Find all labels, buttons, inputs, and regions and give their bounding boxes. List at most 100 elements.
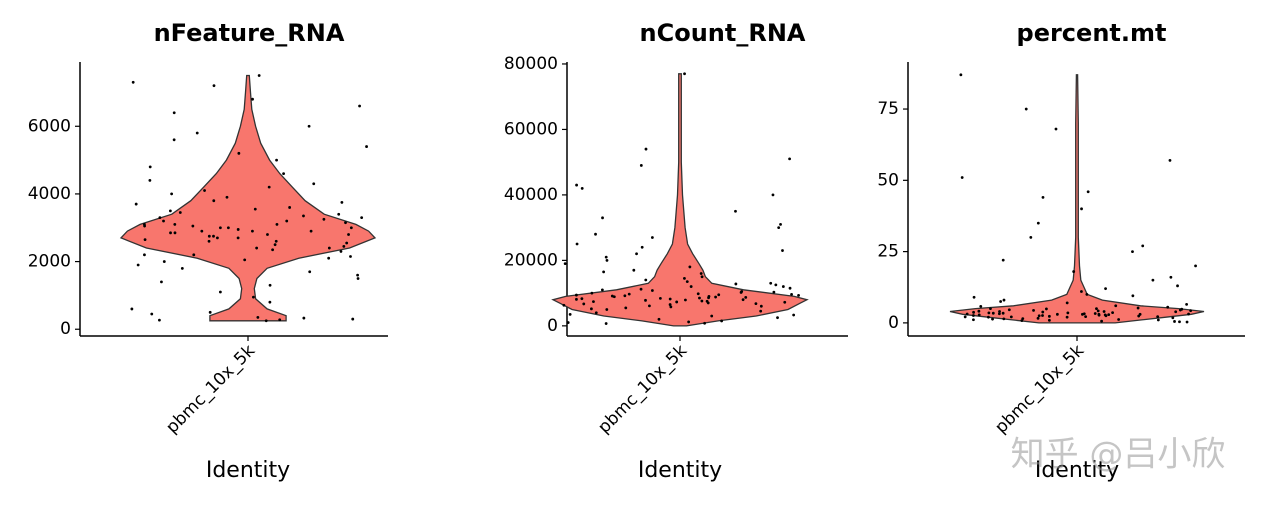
data-point	[972, 314, 975, 317]
data-point	[308, 270, 312, 274]
data-point	[136, 263, 140, 267]
data-point	[356, 273, 359, 277]
data-point	[358, 104, 361, 108]
data-point	[600, 288, 604, 292]
data-point	[143, 253, 146, 257]
data-point	[683, 276, 686, 280]
data-point	[1131, 294, 1135, 298]
data-point	[208, 310, 212, 314]
data-point	[150, 312, 154, 316]
chart-title: nCount_RNA	[640, 19, 806, 47]
data-point	[788, 157, 791, 161]
data-point	[1114, 304, 1118, 308]
data-point	[1176, 284, 1179, 288]
data-point	[644, 298, 647, 302]
data-point	[178, 211, 182, 214]
data-point	[172, 111, 176, 115]
data-point	[1136, 306, 1140, 310]
data-point	[267, 185, 271, 189]
data-point	[623, 294, 627, 298]
data-point	[1166, 305, 1170, 309]
y-tick-label: 80000	[504, 54, 558, 74]
data-point	[632, 268, 636, 272]
data-point	[1178, 320, 1181, 324]
data-point	[744, 295, 748, 299]
data-point	[172, 138, 176, 142]
data-point	[307, 124, 311, 128]
data-point	[959, 73, 963, 77]
data-point	[274, 239, 278, 243]
data-point	[203, 189, 206, 192]
data-point	[580, 297, 584, 301]
data-point	[278, 318, 282, 322]
data-point	[999, 300, 1003, 303]
data-point	[256, 315, 260, 319]
data-point	[687, 320, 691, 324]
data-point	[288, 206, 292, 209]
data-point	[268, 283, 272, 287]
data-point	[160, 280, 163, 284]
data-point	[604, 322, 608, 325]
data-point	[707, 296, 710, 300]
data-point	[1020, 319, 1024, 323]
y-tick-label: 75	[877, 99, 899, 119]
data-point	[309, 229, 313, 233]
data-point	[360, 216, 364, 220]
data-point	[1168, 158, 1172, 162]
data-point	[1185, 302, 1188, 306]
data-point	[605, 308, 609, 311]
data-point	[365, 145, 368, 148]
data-point	[1187, 312, 1190, 316]
y-tick-label: 4000	[28, 184, 71, 204]
data-point	[1086, 190, 1090, 194]
data-point	[130, 307, 134, 311]
data-point	[253, 207, 257, 211]
data-point	[965, 312, 969, 316]
data-point	[635, 252, 638, 256]
data-point	[273, 243, 277, 247]
watermark: 知乎 @吕小欣	[1011, 435, 1226, 475]
data-point	[734, 209, 737, 213]
data-point	[562, 303, 566, 307]
data-point	[710, 314, 714, 318]
data-point	[650, 236, 654, 239]
data-point	[327, 246, 331, 250]
data-point	[191, 224, 195, 228]
data-point	[668, 297, 672, 301]
data-point	[1117, 318, 1121, 321]
data-point	[675, 300, 679, 304]
data-point	[340, 200, 344, 204]
data-point	[1097, 312, 1101, 316]
data-point	[601, 216, 604, 220]
y-tick-label: 40000	[504, 185, 558, 205]
data-point	[302, 316, 306, 320]
data-point	[158, 216, 162, 220]
y-tick-label: 0	[888, 313, 899, 333]
data-point	[168, 209, 172, 213]
data-point	[1041, 196, 1045, 199]
data-point	[696, 292, 700, 296]
violin	[119, 74, 377, 322]
violin	[949, 74, 1205, 324]
data-point	[797, 294, 800, 297]
data-point	[1047, 314, 1051, 318]
data-point	[162, 260, 166, 263]
data-point	[251, 97, 254, 101]
data-point	[627, 292, 631, 296]
data-point	[226, 226, 230, 230]
data-point	[772, 290, 776, 294]
data-point	[612, 295, 616, 299]
data-point	[1137, 314, 1141, 318]
data-point	[582, 302, 586, 306]
data-point	[257, 74, 261, 77]
data-point	[302, 214, 305, 218]
data-point	[192, 253, 196, 257]
data-point	[720, 319, 724, 323]
data-point	[170, 192, 174, 196]
data-point	[351, 317, 355, 321]
data-point	[960, 176, 964, 179]
data-point	[699, 272, 703, 275]
y-tick-label: 60000	[504, 119, 558, 139]
data-point	[624, 306, 628, 310]
